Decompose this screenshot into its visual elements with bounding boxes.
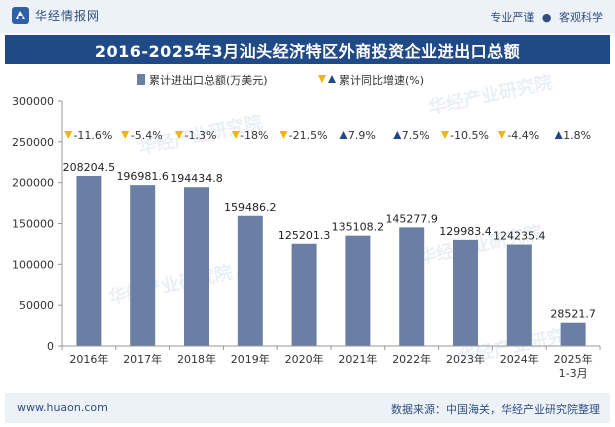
legend-growth-label: 累计同比增速(%) <box>339 73 424 87</box>
brand[interactable]: 华经情报网 <box>12 7 100 24</box>
growth-value: -11.6% <box>73 129 112 142</box>
down-triangle-icon <box>497 131 506 139</box>
data-source: 数据来源：中国海关，华经产业研究院整理 <box>391 403 600 416</box>
bar-value-label: 129983.4 <box>439 225 492 238</box>
x-tick-label: 2025年 1-3月 <box>554 352 593 380</box>
bar <box>291 243 317 346</box>
down-triangle-icon <box>64 131 73 139</box>
brand-name: 华经情报网 <box>35 9 101 23</box>
bar-value-label: 196981.6 <box>116 170 169 183</box>
growth-value: -5.4% <box>131 129 163 142</box>
y-tick-label: 150000 <box>12 218 54 231</box>
down-triangle-icon <box>121 131 130 139</box>
growth-rate-row: -11.6% -5.4% -1.3% -18% -21.5% 7.9% 7.5% -10.5%… <box>64 129 591 142</box>
growth-item: -5.4% <box>121 129 163 142</box>
bar <box>506 244 532 346</box>
bar <box>453 239 478 346</box>
site-link[interactable]: www.huaon.com <box>17 401 108 414</box>
top-bar: 华经情报网 专业严谨 ● 客观科学 <box>0 0 615 33</box>
footer: www.huaon.com 数据来源：中国海关，华经产业研究院整理 <box>5 393 610 423</box>
bar-value-label: 159486.2 <box>224 201 277 214</box>
growth-item: -18% <box>231 129 269 142</box>
up-triangle-icon <box>339 131 348 139</box>
growth-item: -1.3% <box>175 129 216 142</box>
bar <box>130 185 156 346</box>
bar-value-label: 208204.5 <box>63 161 116 174</box>
legend-down-triangle-icon <box>318 75 326 83</box>
y-tick-label: 50000 <box>19 299 54 312</box>
tag-professional: 专业严谨 <box>490 11 535 24</box>
growth-item: -21.5% <box>279 129 328 142</box>
down-triangle-icon <box>175 131 183 139</box>
growth-value: 1.8% <box>563 129 591 142</box>
x-tick-label: 2020年 <box>285 352 324 366</box>
growth-value: 7.5% <box>402 129 430 142</box>
legend-bar-label: 累计进出口总额(万美元) <box>149 73 268 87</box>
huajing-logo-icon <box>12 7 29 24</box>
watermark-text: 华经产业研究院 <box>426 71 554 119</box>
bar <box>237 215 263 346</box>
growth-value: -10.5% <box>450 129 489 142</box>
growth-item: 1.8% <box>554 129 591 142</box>
bar <box>76 175 102 346</box>
bar <box>399 227 425 346</box>
bar-value-label: 125201.3 <box>278 229 331 242</box>
bar <box>560 322 586 346</box>
growth-item: -10.5% <box>440 129 489 142</box>
chart-area: 华经产业研究院华经产业研究院华经产业研究院华经产业研究院华经产业研究院 累计进出… <box>12 71 601 380</box>
down-triangle-icon <box>440 131 449 139</box>
legend-up-triangle-icon <box>328 75 336 83</box>
bar-value-label: 145277.9 <box>385 212 438 225</box>
y-tick-label: 200000 <box>12 177 54 190</box>
bar-value-label: 135108.2 <box>332 221 385 234</box>
x-tick-label: 2016年 <box>69 352 108 366</box>
bar <box>184 187 209 346</box>
growth-value: -21.5% <box>289 129 328 142</box>
bar-value-label: 194434.8 <box>170 172 223 185</box>
growth-item: 7.5% <box>393 129 430 142</box>
bar-value-label: 124235.4 <box>493 230 546 243</box>
up-triangle-icon <box>393 131 402 139</box>
x-tick-label: 2023年 <box>446 352 485 366</box>
legend: 累计进出口总额(万美元) 累计同比增速(%) <box>137 73 424 87</box>
down-triangle-icon <box>279 131 288 139</box>
legend-bar-swatch <box>137 74 145 85</box>
growth-item: 7.9% <box>339 129 376 142</box>
header-tags: 专业严谨 ● 客观科学 <box>490 9 603 25</box>
x-axis: 2016年 2017年 2018年 2019年 2020年 2021年 2022年 2023年… <box>61 345 601 380</box>
y-tick-label: 300000 <box>12 95 54 108</box>
x-tick-label: 2018年 <box>177 352 216 366</box>
x-tick-label: 2017年 <box>123 352 162 366</box>
bar-value-label: 28521.7 <box>550 308 596 321</box>
growth-value: 7.9% <box>348 129 376 142</box>
growth-item: -11.6% <box>64 129 112 142</box>
tag-objective: 客观科学 <box>559 11 603 24</box>
watermark-text: 华经产业研究院 <box>106 261 234 309</box>
growth-item: -4.4% <box>497 129 539 142</box>
chart-title: 2016-2025年3月汕头经济特区外商投资企业进出口总额 <box>5 35 610 64</box>
growth-value: -1.3% <box>185 129 217 142</box>
x-tick-label: 2022年 <box>392 352 431 366</box>
x-tick-label: 2021年 <box>338 352 377 366</box>
x-tick-label: 2019年 <box>231 352 270 366</box>
down-triangle-icon <box>231 131 240 139</box>
bar <box>345 235 371 346</box>
up-triangle-icon <box>554 131 563 139</box>
x-tick-label: 2024年 <box>500 352 539 366</box>
growth-value: -4.4% <box>507 129 539 142</box>
y-axis: 0 50000 100000 150000 200000 250000 300000 <box>12 95 63 353</box>
y-tick-label: 250000 <box>12 136 54 149</box>
tag-separator-icon: ● <box>541 11 552 24</box>
y-tick-label: 100000 <box>12 258 54 271</box>
growth-value: -18% <box>240 129 268 142</box>
y-tick-label: 0 <box>47 340 54 353</box>
bar-series <box>76 175 586 346</box>
